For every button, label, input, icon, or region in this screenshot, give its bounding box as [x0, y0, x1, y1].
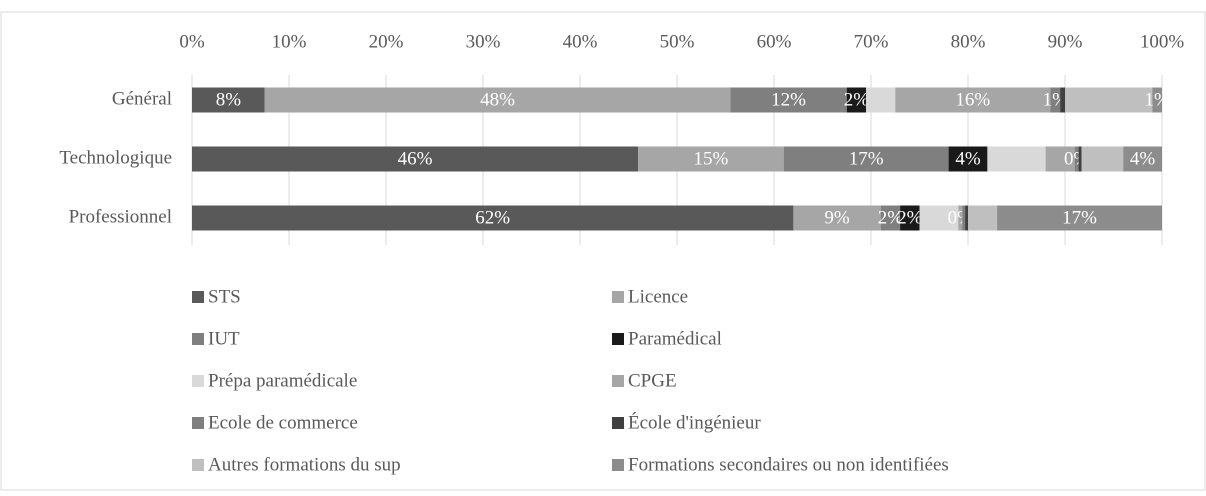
- data-label: 17%: [849, 148, 884, 169]
- bar-segment: [1074, 146, 1079, 172]
- data-label: 12%: [771, 89, 806, 110]
- x-tick-label: 40%: [563, 31, 598, 52]
- bar-segment: [1050, 87, 1061, 113]
- x-tick-label: 90%: [1048, 31, 1083, 52]
- legend-swatch: [612, 375, 624, 387]
- legend-label: École d'ingénieur: [628, 411, 761, 433]
- legend-swatch: [192, 291, 204, 303]
- bar-segment: [1152, 87, 1162, 113]
- bar-segment: [919, 205, 959, 231]
- legend-swatch: [612, 417, 624, 429]
- data-label: 16%: [955, 89, 990, 110]
- data-label: 2%: [878, 207, 904, 228]
- x-tick-label: 0%: [179, 31, 205, 52]
- x-tick-label: 30%: [466, 31, 501, 52]
- legend-label: Prépa paramédicale: [208, 370, 357, 391]
- x-tick-label: 10%: [272, 31, 307, 52]
- legend-swatch: [612, 291, 624, 303]
- bar-segment: [264, 87, 731, 113]
- legend-swatch: [192, 375, 204, 387]
- bar-segment: [997, 205, 1162, 231]
- data-label: 1%: [1144, 89, 1170, 110]
- bar-segment: [1060, 87, 1065, 113]
- data-label: 15%: [694, 148, 729, 169]
- data-label: 8%: [216, 89, 242, 110]
- data-label: 2%: [844, 89, 870, 110]
- bar-segment: [783, 146, 949, 172]
- legend-label: CPGE: [628, 370, 677, 391]
- x-tick-label: 100%: [1140, 31, 1185, 52]
- data-label: 4%: [955, 148, 981, 169]
- bar-segment: [965, 205, 968, 231]
- bar-segment: [638, 146, 784, 172]
- legend-swatch: [192, 459, 204, 471]
- legend-label: STS: [208, 286, 241, 307]
- data-label: 17%: [1062, 207, 1097, 228]
- bar-segment: [900, 205, 920, 231]
- data-label: 46%: [398, 148, 433, 169]
- bar-segment: [1123, 146, 1162, 172]
- legend-label: IUT: [208, 328, 240, 349]
- legend-label: Licence: [628, 286, 688, 307]
- x-tick-label: 60%: [757, 31, 792, 52]
- legend-swatch: [192, 333, 204, 345]
- bar-segment: [1065, 87, 1153, 113]
- x-tick-label: 70%: [854, 31, 889, 52]
- bar-segment: [793, 205, 881, 231]
- data-label: 4%: [1130, 148, 1156, 169]
- x-tick-label: 80%: [951, 31, 986, 52]
- data-label: 2%: [897, 207, 923, 228]
- y-tick-label: Technologique: [59, 147, 172, 168]
- y-tick-label: Général: [112, 88, 172, 109]
- bar-segment: [730, 87, 847, 113]
- x-tick-label: 50%: [660, 31, 695, 52]
- bar-segment: [987, 146, 1046, 172]
- bar-segment: [1081, 146, 1124, 172]
- data-label: 62%: [475, 207, 510, 228]
- data-label: 48%: [480, 89, 515, 110]
- x-tick-label: 20%: [369, 31, 404, 52]
- legend-label: Ecole de commerce: [208, 412, 358, 433]
- bar-segment: [948, 146, 988, 172]
- bar-segment: [880, 205, 901, 231]
- bar-segment: [866, 87, 896, 113]
- bar-segment: [1078, 146, 1082, 172]
- bar-segment: [192, 146, 639, 172]
- bar-segment: [895, 87, 1051, 113]
- bar-segment: [192, 205, 794, 231]
- y-tick-label: Professionnel: [69, 206, 172, 227]
- bar-segment: [968, 205, 998, 231]
- legend-label: Formations secondaires ou non identifiée…: [628, 454, 949, 475]
- bar-segment: [1045, 146, 1075, 172]
- legend-label: Autres formations du sup: [208, 454, 401, 475]
- data-label: 9%: [824, 207, 850, 228]
- legend-label: Paramédical: [628, 328, 722, 349]
- bar-segment: [958, 205, 963, 231]
- legend-swatch: [612, 333, 624, 345]
- legend-swatch: [192, 417, 204, 429]
- bar-segment: [962, 205, 966, 231]
- chart-border: [0, 11, 1206, 491]
- bar-segment: [846, 87, 867, 113]
- legend-swatch: [612, 459, 624, 471]
- bar-segment: [192, 87, 265, 113]
